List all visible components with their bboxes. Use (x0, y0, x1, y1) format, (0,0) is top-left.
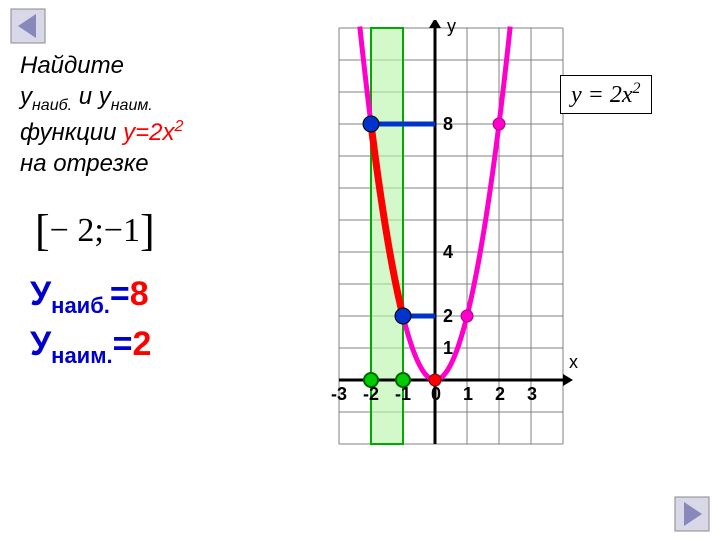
svg-text:-3: -3 (331, 384, 347, 404)
ymin-sub: наим. (111, 97, 153, 114)
task-func-sup: 2 (175, 118, 184, 135)
ymin-y: у (99, 83, 111, 110)
answers: Унаиб.=8 Унаим.=2 (30, 275, 151, 375)
svg-text:2: 2 (495, 384, 505, 404)
prev-icon (10, 8, 46, 44)
svg-text:0: 0 (431, 384, 441, 404)
svg-text:х: х (569, 352, 578, 372)
ans-ymax-eq: = (110, 275, 130, 313)
svg-text:1: 1 (443, 338, 453, 358)
svg-text:8: 8 (443, 114, 453, 134)
task-line3: функции (20, 119, 123, 146)
ans-ymax-sub: наиб. (51, 293, 110, 318)
svg-text:1: 1 (463, 384, 473, 404)
prev-button[interactable] (10, 8, 46, 44)
ans-ymax-val: 8 (130, 275, 149, 313)
task-line4: на отрезке (20, 150, 149, 177)
formula-box: y = 2x2 (560, 75, 652, 114)
task-and: и (72, 83, 99, 110)
ans-ymin-label: У (30, 325, 51, 363)
ans-ymax-label: У (30, 275, 51, 313)
interval: [− 2;−1] (35, 205, 155, 256)
task-text: Найдите унаиб. и унаим. функции y=2x2 на… (20, 50, 270, 179)
svg-text:-2: -2 (363, 384, 379, 404)
interval-sep: ; (94, 212, 103, 249)
svg-text:3: 3 (527, 384, 537, 404)
ans-ymin-eq: = (113, 325, 133, 363)
next-icon (674, 496, 710, 532)
svg-text:2: 2 (443, 306, 453, 326)
next-button[interactable] (674, 496, 710, 532)
interval-a: − 2 (50, 212, 95, 249)
svg-text:4: 4 (443, 242, 453, 262)
task-func: y=2x (123, 119, 174, 146)
ans-ymin-val: 2 (132, 325, 151, 363)
interval-b: −1 (104, 212, 140, 249)
task-line1: Найдите (20, 52, 124, 79)
svg-text:у: у (447, 20, 456, 36)
ymax-sub: наиб. (32, 97, 72, 114)
ans-ymin-sub: наим. (51, 343, 112, 368)
interval-close: ] (140, 206, 155, 255)
interval-open: [ (35, 206, 50, 255)
ymax-y: у (20, 83, 32, 110)
svg-text:-1: -1 (395, 384, 411, 404)
